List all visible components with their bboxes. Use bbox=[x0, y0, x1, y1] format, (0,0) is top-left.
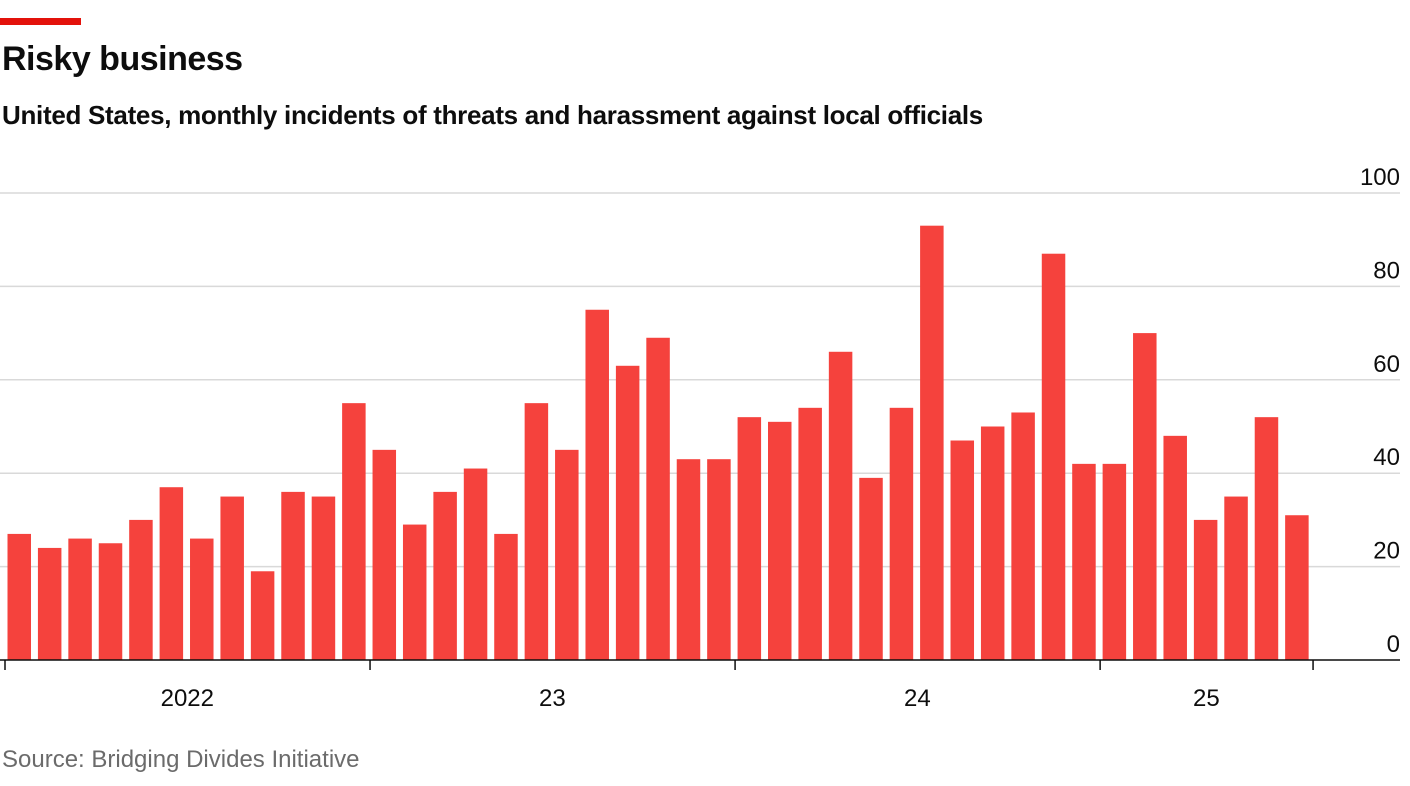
bar bbox=[980, 426, 1005, 660]
source-note: Source: Bridging Divides Initiative bbox=[2, 746, 360, 773]
bar bbox=[798, 407, 822, 660]
bar bbox=[524, 403, 549, 660]
bar bbox=[585, 309, 609, 660]
bar bbox=[402, 524, 427, 660]
bar bbox=[615, 365, 640, 660]
bar bbox=[676, 459, 701, 660]
y-tick-label: 40 bbox=[1373, 444, 1400, 471]
x-tick-label: 24 bbox=[904, 685, 931, 712]
bar bbox=[37, 547, 62, 660]
bar bbox=[1163, 435, 1187, 660]
bar bbox=[250, 571, 275, 660]
x-tick-label: 2022 bbox=[161, 685, 214, 712]
bar bbox=[1285, 515, 1309, 660]
y-tick-label: 80 bbox=[1373, 257, 1400, 284]
x-tick-label: 25 bbox=[1193, 685, 1220, 712]
bar bbox=[281, 491, 305, 660]
bar bbox=[920, 225, 944, 660]
bar bbox=[463, 468, 488, 660]
bar bbox=[1041, 253, 1066, 660]
bar bbox=[1072, 463, 1096, 660]
bar bbox=[311, 496, 336, 660]
bar bbox=[1254, 417, 1279, 660]
bar bbox=[707, 459, 731, 660]
bar bbox=[889, 407, 914, 660]
bar bbox=[220, 496, 244, 660]
bar bbox=[859, 477, 883, 660]
bar bbox=[737, 417, 762, 660]
bar bbox=[190, 538, 214, 660]
bar bbox=[950, 440, 975, 660]
bar bbox=[828, 351, 853, 660]
chart-subtitle: United States, monthly incidents of thre… bbox=[2, 100, 983, 130]
bar bbox=[1224, 496, 1248, 660]
bar bbox=[159, 487, 184, 660]
bar bbox=[1193, 519, 1218, 660]
y-tick-label: 20 bbox=[1373, 538, 1400, 565]
bar bbox=[372, 449, 397, 660]
y-tick-label: 100 bbox=[1360, 164, 1400, 191]
bar bbox=[494, 533, 518, 660]
bar bbox=[646, 337, 670, 660]
bar bbox=[1133, 333, 1157, 660]
bar bbox=[768, 421, 792, 660]
y-tick-label: 60 bbox=[1373, 351, 1400, 378]
bar bbox=[555, 449, 579, 660]
chart-title: Risky business bbox=[2, 40, 243, 78]
bar bbox=[68, 538, 92, 660]
bar bbox=[1102, 463, 1127, 660]
x-tick-label: 23 bbox=[539, 685, 566, 712]
bar bbox=[342, 403, 366, 660]
y-tick-label: 0 bbox=[1387, 631, 1400, 658]
bar bbox=[7, 533, 31, 660]
accent-bar bbox=[0, 18, 81, 25]
bar bbox=[129, 519, 153, 660]
bar bbox=[433, 491, 457, 660]
bar bbox=[98, 543, 123, 660]
bar bbox=[1011, 412, 1035, 660]
